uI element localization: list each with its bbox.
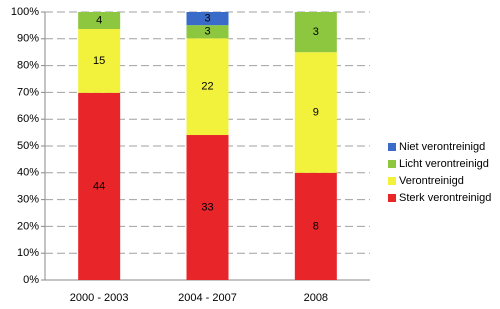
bar-segment: [294, 172, 337, 280]
data-label: 33: [201, 201, 213, 213]
data-label: 44: [93, 180, 105, 192]
bar-segment: [186, 25, 229, 39]
data-label: 3: [204, 26, 210, 38]
y-tick-label: 70%: [17, 86, 39, 98]
data-label: 9: [313, 106, 319, 118]
y-tick-label: 60%: [17, 113, 39, 125]
y-tick-label: 80%: [17, 60, 39, 72]
legend-label: Niet verontreinigd: [399, 141, 485, 153]
y-tick-label: 20%: [17, 220, 39, 232]
data-label: 8: [313, 220, 319, 232]
legend-label: Licht verontreinigd: [399, 158, 489, 170]
data-label: 15: [93, 55, 105, 67]
x-tick-label: 2000 - 2003: [70, 292, 129, 304]
y-tick-label: 50%: [17, 140, 39, 152]
x-tick-label: 2008: [304, 292, 328, 304]
data-label: 4: [96, 14, 102, 26]
y-tick-label: 0%: [23, 274, 39, 286]
y-tick-label: 90%: [17, 33, 39, 45]
legend-swatch: [388, 143, 396, 151]
legend-swatch: [388, 194, 396, 202]
data-label: 3: [204, 12, 210, 24]
legend-label: Sterk verontreinigd: [399, 192, 491, 204]
bar-segment: [78, 12, 121, 30]
x-tick-label: 2004 - 2007: [178, 292, 237, 304]
bar-segment: [78, 29, 121, 93]
data-label: 22: [201, 81, 213, 93]
y-tick-label: 100%: [11, 6, 39, 18]
bar-segment: [294, 12, 337, 53]
y-tick-label: 10%: [17, 247, 39, 259]
bar-segment: [78, 92, 121, 280]
y-tick-label: 30%: [17, 194, 39, 206]
bar-segment: [186, 38, 229, 136]
y-tick-label: 40%: [17, 167, 39, 179]
bar-segment: [186, 12, 229, 26]
bar-segment: [294, 52, 337, 173]
legend-swatch: [388, 177, 396, 185]
bar-segment: [186, 135, 229, 280]
legend-label: Verontreinigd: [399, 175, 464, 187]
legend-swatch: [388, 160, 396, 168]
data-label: 3: [313, 26, 319, 38]
